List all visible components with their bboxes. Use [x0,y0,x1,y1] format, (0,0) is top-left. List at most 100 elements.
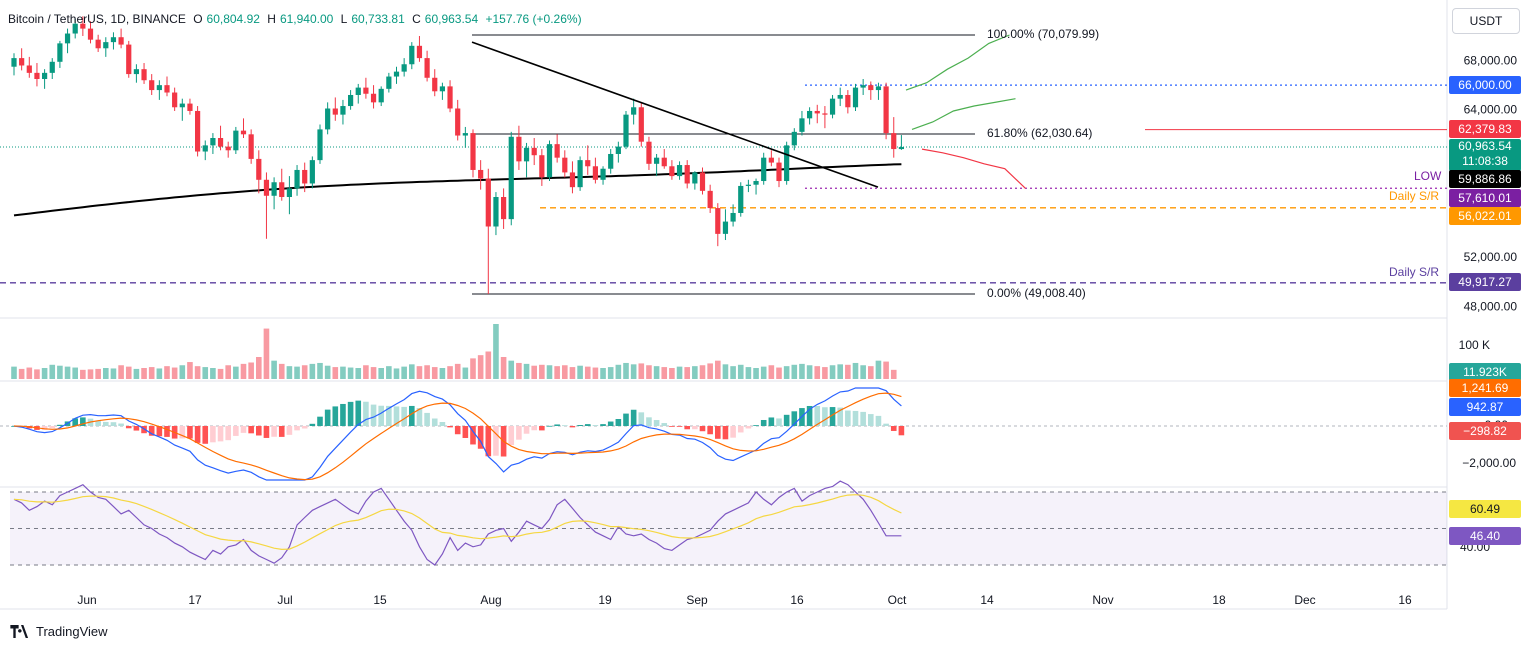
volume-bar [531,365,537,379]
volume-bar [745,367,752,379]
x-tick-label: 19 [598,593,612,607]
candle-body [87,28,94,40]
macd-histogram-bar [462,426,469,438]
tradingview-brand[interactable]: TradingView [10,624,108,639]
candle-body [141,69,147,81]
volume-bar [477,355,484,379]
macd-signal-line [13,392,902,481]
candle-body [745,184,751,186]
candle [95,34,101,52]
candle [646,136,652,170]
candle [332,97,338,121]
candle [409,42,415,70]
macd-histogram-bar [898,426,905,436]
volume-bar [41,368,48,379]
volume-bar [301,365,308,379]
volume-tag: 11.923K [1449,363,1521,381]
volume-bar [72,367,78,379]
candle-body [233,130,239,151]
macd-histogram-bar [646,417,652,426]
macd-histogram-bar [133,426,140,431]
volume-bar [852,362,859,379]
candle [799,110,805,136]
ema-200-line [13,163,902,217]
volume-bar [646,365,652,379]
candle-body [309,160,315,184]
macd-histogram-bar [41,426,48,430]
macd-histogram-bar [409,405,415,426]
macd-histogram-bar [745,426,752,429]
macd-histogram-bar [753,425,759,426]
volume-bar [676,366,683,379]
volume-bar [454,363,461,379]
macd-histogram-bar [768,417,775,426]
candle [807,107,813,125]
volume-bar [110,368,117,379]
macd-histogram-bar [393,406,400,426]
fib-0-label: 0.00% (49,008.40) [987,286,1086,300]
candle [822,106,828,129]
candle [386,72,392,93]
fib-100-label: 100.00% (70,079.99) [987,27,1100,41]
candle-body [669,166,675,177]
chart-legend: Bitcoin / TetherUS, 1D, BINANCE O 60,804.… [8,12,586,26]
candle-body [195,110,201,152]
candle [393,66,400,84]
candle [42,69,48,89]
candle-body [646,141,652,164]
candle [225,141,231,158]
volume-bar [776,367,782,379]
volume-bar [11,366,17,379]
macd-histogram-bar [868,414,874,426]
candle-body [776,162,782,182]
candle-body [478,169,484,179]
volume-bar [125,366,132,379]
candle [868,81,874,100]
candle [302,162,308,193]
ema-tag: 59,886.86 [1449,170,1521,188]
macd-histogram-bar [72,418,78,426]
volume-bar [393,368,400,379]
candle [676,161,683,180]
daily-sr-annotation-2: Daily S/R [1389,265,1440,279]
macd-histogram-bar [141,426,147,434]
candle-body [393,71,400,77]
candle-body [516,136,522,162]
volume-bar [707,363,713,379]
projection-path-up-2 [911,98,1016,130]
candle [271,177,277,210]
volume-bar [447,366,453,379]
volume-bar [179,365,186,379]
volume-bar [416,366,423,379]
candle [34,63,40,87]
candle-body [845,94,851,108]
currency-button[interactable]: USDT [1452,8,1520,34]
projection-path-up-1 [905,34,1010,91]
macd-histogram-bar [653,420,660,426]
candle [80,16,86,36]
macd-histogram-bar [592,425,599,426]
macd-histogram-bar [401,406,407,426]
candle-body [110,37,117,43]
macd-histogram-bar [95,420,101,426]
daily-sr-tag-1: 56,022.01 [1449,207,1521,225]
macd-histogram-bar [584,424,591,426]
candle-body [875,86,882,91]
candle-body [286,188,292,198]
macd-histogram-bar [523,426,530,434]
candle-body [485,178,491,227]
macd-histogram-bar [378,405,384,426]
macd-histogram-bar [516,426,522,440]
candle-body [363,87,369,94]
candle [516,125,522,170]
candle [49,58,55,80]
volume-bar [256,357,262,379]
macd-histogram-bar [822,407,828,426]
macd-histogram-bar [202,426,209,444]
candle-body [684,165,690,184]
candle [363,77,369,99]
candle [531,138,537,166]
candle-body [898,147,904,150]
candle [217,125,224,151]
